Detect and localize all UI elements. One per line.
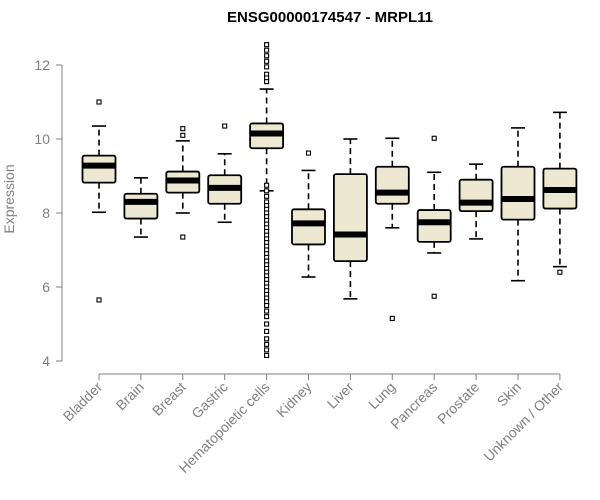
outlier-point: [431, 293, 437, 299]
chart-title: ENSG00000174547 - MRPL11: [227, 9, 433, 26]
x-tick-label: Pancreas: [387, 379, 440, 432]
outlier-point: [305, 150, 312, 156]
outlier-point: [180, 234, 186, 240]
outlier-point: [96, 297, 102, 303]
box-group: [542, 111, 578, 275]
y-tick-label: 12: [34, 57, 50, 73]
x-tick-label: Breast: [149, 379, 189, 419]
outlier-point: [96, 99, 102, 105]
box-group: [207, 123, 243, 224]
outlier-point: [264, 188, 270, 194]
iqr-box: [500, 165, 536, 221]
outlier-point: [264, 64, 270, 70]
outlier-point: [389, 315, 395, 322]
y-tick-label: 4: [42, 353, 50, 369]
x-tick-label: Liver: [324, 379, 357, 412]
outlier-point: [264, 352, 270, 359]
outlier-point: [264, 347, 270, 353]
outlier-point: [264, 341, 270, 347]
box-group: [458, 163, 494, 240]
outlier-point: [264, 308, 270, 314]
outlier-point: [264, 314, 270, 320]
outlier-point: [264, 58, 270, 64]
outlier-point: [264, 336, 270, 342]
y-tick-label: 10: [34, 131, 50, 147]
box-group: [249, 42, 285, 359]
outlier-point: [264, 53, 270, 59]
x-tick-label: Kidney: [273, 379, 315, 421]
x-tick-label: Unknown / Other: [480, 379, 566, 465]
iqr-box: [458, 178, 494, 213]
box-group: [332, 138, 368, 300]
outlier-point: [180, 132, 186, 138]
outlier-point: [264, 182, 270, 188]
iqr-box: [81, 154, 117, 184]
x-tick-label: Prostate: [434, 379, 482, 427]
iqr-box: [374, 165, 410, 205]
x-tick-label: Skin: [494, 379, 525, 410]
box-group: [165, 126, 201, 240]
outlier-point: [264, 193, 270, 199]
outlier-point: [264, 42, 270, 48]
x-tick-label: Lung: [365, 379, 398, 412]
box-group: [500, 127, 536, 282]
y-axis-label: Expression: [1, 164, 17, 233]
outlier-point: [222, 123, 228, 129]
boxes-layer: [81, 42, 578, 359]
box-group: [374, 137, 410, 322]
box-group: [416, 135, 452, 299]
iqr-box: [123, 192, 159, 220]
x-tick-label: Brain: [113, 379, 147, 413]
outlier-point: [180, 126, 186, 132]
outlier-point: [264, 47, 270, 53]
box-group: [291, 150, 326, 278]
outlier-point: [557, 269, 563, 275]
outlier-point: [264, 321, 270, 327]
y-tick-label: 8: [42, 205, 50, 221]
box-group: [123, 177, 159, 238]
outlier-point: [264, 302, 270, 309]
outlier-point: [431, 135, 437, 141]
y-axis: 4 6 8 10 12: [34, 57, 63, 369]
y-tick-label: 6: [42, 279, 50, 295]
x-tick-label: Bladder: [60, 379, 106, 425]
outlier-point: [264, 79, 270, 85]
outlier-point: [264, 328, 270, 334]
iqr-box: [416, 209, 452, 243]
box-group: [81, 99, 117, 303]
iqr-box: [291, 208, 326, 246]
iqr-box: [332, 173, 368, 262]
